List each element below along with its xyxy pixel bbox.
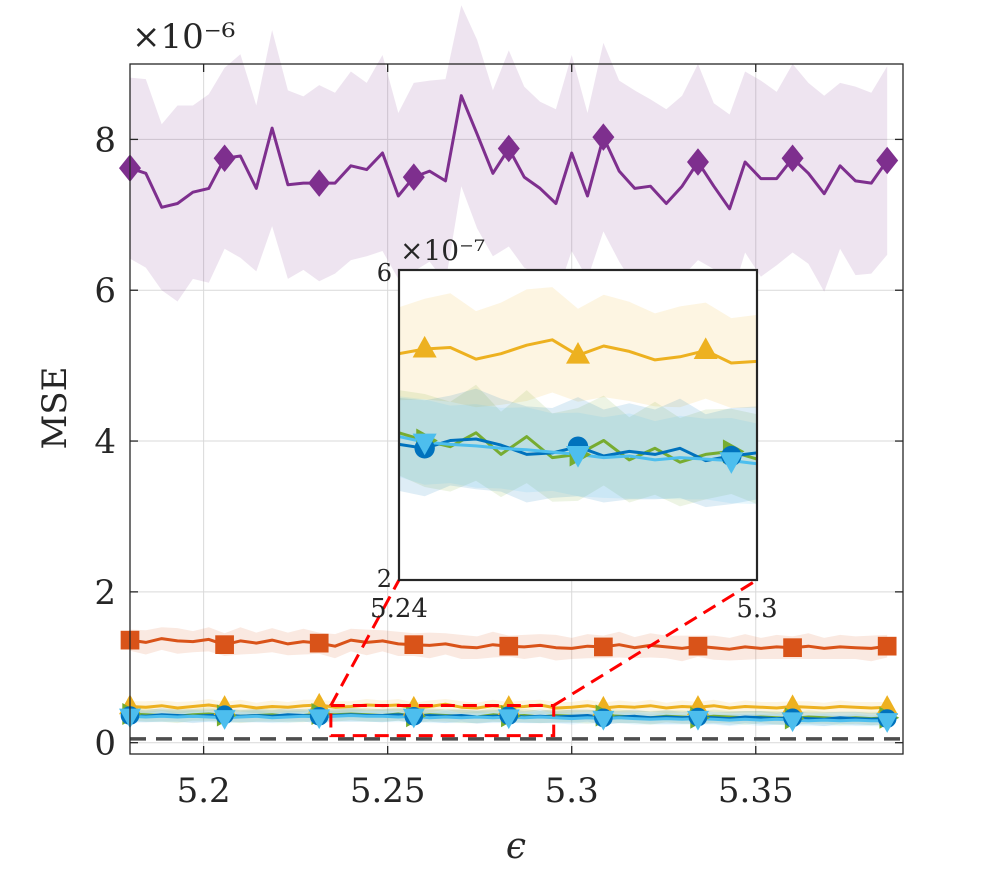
main-marker-orange xyxy=(877,636,897,656)
main-marker-purple xyxy=(592,123,615,151)
inset-plot: ×10⁻⁷ 6 2 5.24 5.3 xyxy=(370,234,778,624)
inset-marker-cyan xyxy=(566,446,590,468)
main-marker-cyan xyxy=(592,710,615,731)
main-marker-orange xyxy=(594,637,613,657)
main-series-markers xyxy=(119,123,900,733)
inset-x-tick-label: 5.24 xyxy=(370,594,428,624)
main-marker-purple xyxy=(686,148,709,176)
inset-marker-yellow xyxy=(566,342,590,364)
inset-marker-cyan xyxy=(412,433,437,456)
y-axis-label: MSE xyxy=(35,367,75,450)
inset-x-tick-label: 5.3 xyxy=(736,594,777,624)
y-tick-label: 4 xyxy=(94,422,116,462)
y-tick-label: 2 xyxy=(94,573,116,613)
inset-exponent-label: ×10⁻⁷ xyxy=(400,234,485,267)
zoom-rectangle xyxy=(329,703,556,738)
y-tick-label: 6 xyxy=(94,271,116,311)
inset-marker-cyan xyxy=(719,452,744,474)
main-marker-purple xyxy=(213,144,236,173)
inset-y-tick-label: 2 xyxy=(377,565,392,593)
main-marker-orange xyxy=(309,633,329,653)
inset-background xyxy=(399,270,757,580)
main-marker-orange xyxy=(215,635,234,655)
inset-series-markers xyxy=(412,335,745,474)
zoom-connector-left xyxy=(329,579,401,707)
main-marker-cyan xyxy=(781,712,804,733)
main-marker-cyan xyxy=(497,709,520,730)
main-marker-purple xyxy=(781,144,804,173)
inset-frame xyxy=(397,268,759,582)
x-tick-label: 5.25 xyxy=(350,771,426,811)
main-marker-cyan xyxy=(686,710,709,731)
x-tick-label: 5.3 xyxy=(545,771,599,811)
y-exponent-label: ×10⁻⁶ xyxy=(132,17,235,57)
main-marker-cyan xyxy=(213,710,236,730)
main-marker-orange xyxy=(404,635,424,655)
main-marker-purple xyxy=(402,163,425,191)
zoom-indicator xyxy=(329,578,758,738)
x-axis-label: ϵ xyxy=(506,826,526,867)
main-marker-orange xyxy=(783,638,802,658)
inset-bands xyxy=(399,287,757,508)
x-tick-label: 5.35 xyxy=(718,771,794,811)
y-tick-label: 8 xyxy=(94,120,116,160)
plot-frame xyxy=(129,63,904,755)
inset-marker-yellow xyxy=(412,335,437,358)
main-marker-purple xyxy=(876,146,899,175)
main-marker-cyan xyxy=(308,709,331,730)
inset-marker-yellow xyxy=(693,337,718,359)
zoom-connector-right xyxy=(552,578,758,707)
y-tick-label: 0 xyxy=(94,724,116,764)
main-marker-cyan xyxy=(402,708,425,729)
inset-y-tick-label: 6 xyxy=(377,259,392,287)
x-tick-label: 5.2 xyxy=(177,771,231,811)
main-marker-cyan xyxy=(876,713,899,733)
main-marker-purple xyxy=(308,169,331,197)
main-axis-ticks: 5.2 5.25 5.3 5.35 0 2 4 6 8 xyxy=(94,64,903,811)
main-marker-purple xyxy=(497,134,520,163)
main-grid xyxy=(130,64,903,754)
main-marker-orange xyxy=(688,636,708,656)
main-marker-orange xyxy=(499,636,519,656)
